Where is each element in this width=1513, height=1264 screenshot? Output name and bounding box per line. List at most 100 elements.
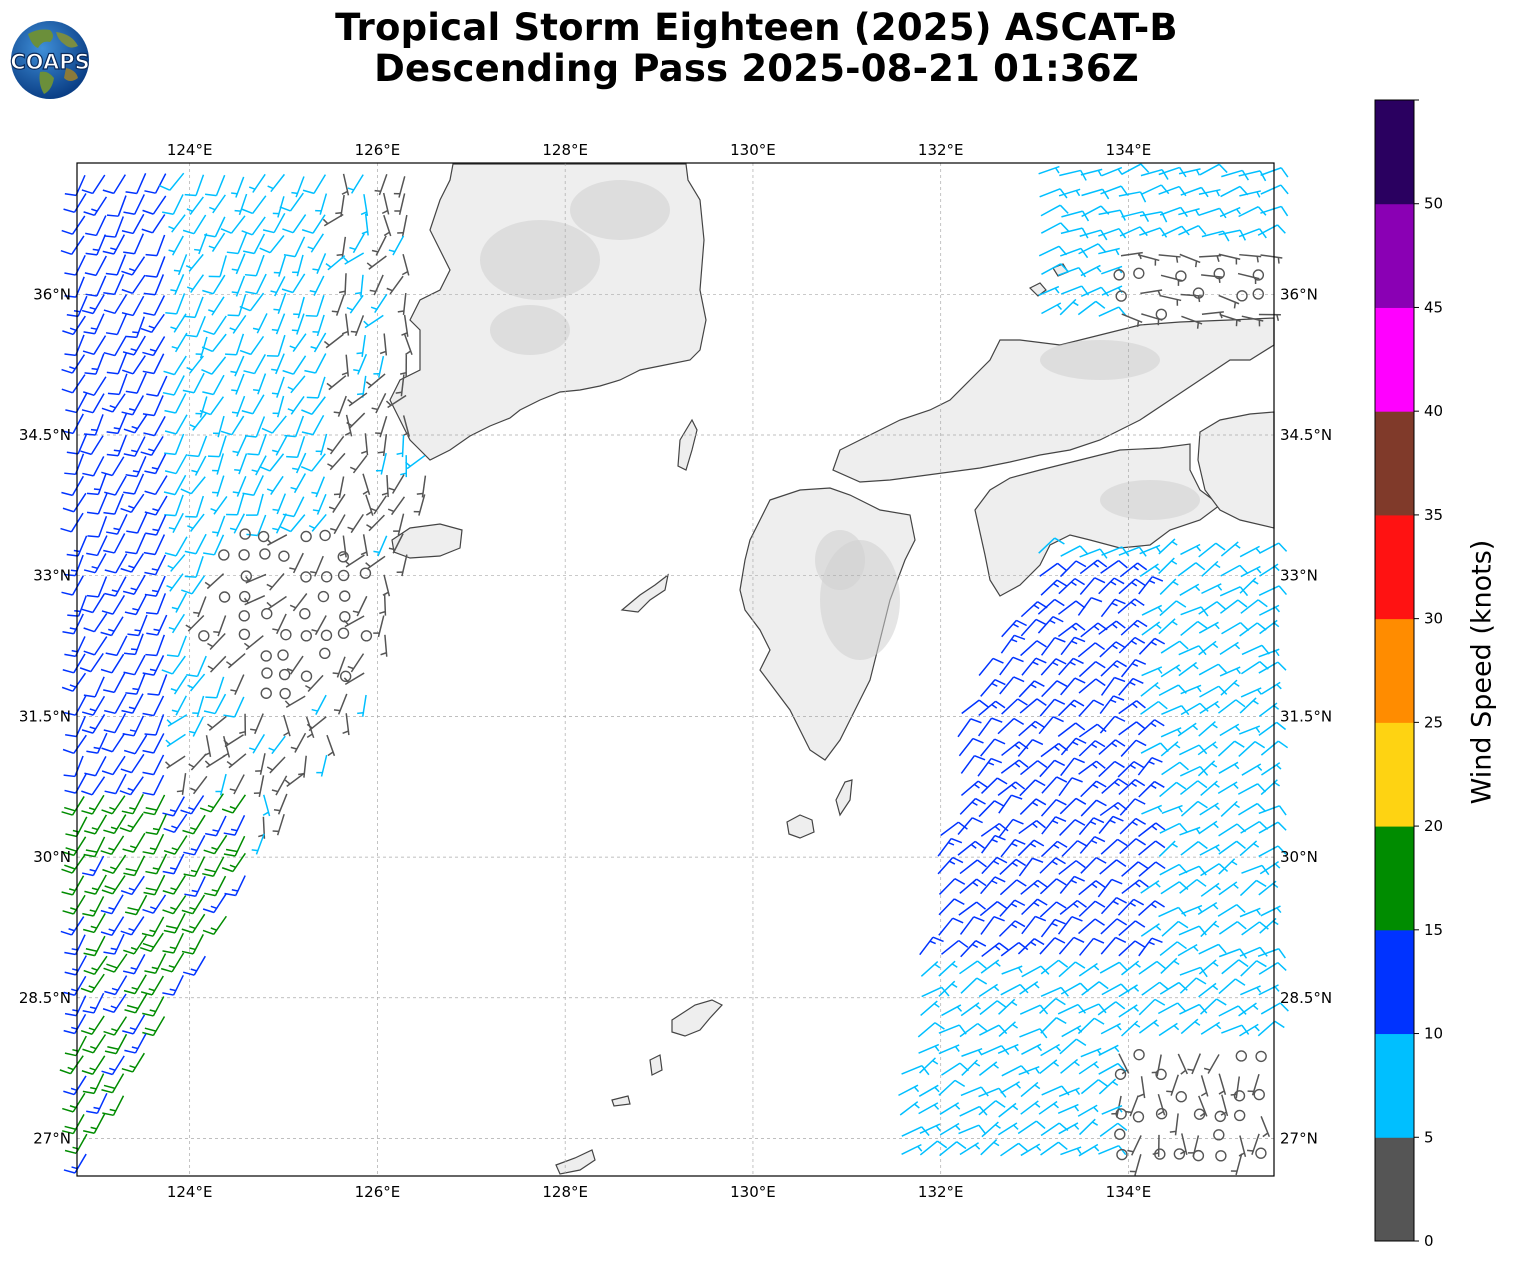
wind-barb [225, 333, 245, 356]
wind-barb [239, 292, 265, 312]
wind-barb [1059, 560, 1087, 578]
wind-barb [162, 895, 187, 915]
wind-barb [1260, 779, 1281, 796]
wind-barb [83, 636, 108, 656]
wind-barb [1099, 1122, 1128, 1137]
wind-barb [201, 356, 227, 375]
wind-barb [1260, 184, 1289, 195]
wind-barb [63, 1075, 87, 1096]
wind-barb [1157, 1002, 1187, 1015]
wind-barb [960, 1086, 989, 1097]
wind-barb [222, 736, 231, 758]
wind-barb [1039, 188, 1068, 199]
wind-barb [107, 373, 128, 396]
wind-barb [311, 615, 327, 636]
wind-barb [1019, 779, 1046, 797]
wind-barb [307, 233, 324, 253]
wind-barb [83, 553, 107, 574]
wind-barb [1221, 1024, 1250, 1035]
lat-tick-label: 30°N [33, 848, 71, 866]
coaps-logo: COAPS [10, 21, 90, 99]
wind-barb [1197, 741, 1218, 756]
wind-barb [309, 275, 325, 296]
wind-barb [310, 555, 324, 577]
wind-barb [1077, 642, 1106, 658]
wind-barb [164, 414, 188, 435]
wind-barb [183, 296, 204, 319]
wind-barb [332, 656, 346, 678]
wind-barb [273, 255, 287, 277]
wind-barb [1001, 698, 1028, 715]
calm-circle [300, 630, 313, 642]
map-title-line1: Tropical Storm Eighteen (2025) ASCAT-B [335, 6, 1178, 49]
wind-barb [1239, 879, 1267, 897]
wind-barb [61, 354, 86, 374]
wind-barb [1200, 920, 1220, 938]
wind-barb [272, 813, 285, 836]
calm-circle [319, 529, 331, 542]
wind-barb [1098, 815, 1124, 834]
wind-barb [1160, 664, 1182, 678]
wind-barb [247, 433, 267, 456]
wind-barb [1139, 544, 1161, 555]
wind-barb [64, 955, 87, 976]
wind-barb [1247, 1073, 1260, 1096]
wind-barb [1220, 564, 1249, 577]
wind-barb [326, 734, 336, 757]
wind-barb [284, 695, 306, 708]
wind-barb [1100, 559, 1128, 574]
wind-barb [273, 793, 288, 815]
wind-barb [1039, 901, 1067, 918]
wind-barb [1200, 863, 1229, 877]
wind-barb [1058, 1122, 1080, 1135]
wind-barb [957, 718, 982, 738]
wind-barb [1098, 1078, 1119, 1095]
wind-barb [959, 878, 987, 894]
wind-barb [405, 454, 426, 470]
wind-barb [301, 414, 325, 436]
wind-barb [104, 475, 127, 496]
lon-labels-bottom: 124°E 126°E 128°E 130°E 132°E 134°E [167, 1183, 1151, 1201]
wind-barb [81, 794, 105, 815]
wind-barb [1138, 900, 1165, 917]
calm-circle [1253, 1088, 1265, 1101]
wind-barb [1140, 923, 1162, 937]
wind-barb [1161, 804, 1183, 815]
wind-barb [998, 1021, 1019, 1038]
lat-tick-label: 34.5°N [19, 426, 71, 444]
wind-barb [1179, 977, 1207, 994]
wind-barb [186, 355, 204, 374]
wind-barb [289, 333, 307, 353]
wind-barb [920, 1000, 940, 1016]
wind-barb [1037, 598, 1065, 615]
wind-barb [1100, 185, 1129, 196]
wind-barb [1059, 819, 1086, 836]
wind-barb [145, 256, 166, 278]
wind-barb [1238, 802, 1267, 816]
wind-barb [1201, 560, 1221, 577]
land-13 [620, 573, 669, 613]
wind-barb [960, 977, 988, 994]
wind-barb [1060, 1058, 1080, 1074]
wind-barb [82, 335, 107, 356]
wind-barb [300, 453, 326, 472]
wind-barb [202, 274, 226, 295]
wind-barb [1219, 206, 1241, 218]
wind-barb [1218, 294, 1240, 309]
wind-barb [61, 672, 87, 692]
wind-barb [61, 875, 85, 896]
wind-barb [312, 314, 325, 337]
wind-barb [1001, 619, 1027, 638]
calm-circle [278, 550, 290, 562]
wind-barb [1221, 169, 1250, 181]
wind-barb [1040, 204, 1069, 217]
wind-barb [1121, 879, 1149, 895]
wind-barb [1040, 658, 1067, 676]
wind-barb [1247, 1133, 1260, 1155]
wind-barb [143, 874, 166, 896]
wind-barb [123, 194, 145, 215]
wind-barb [1039, 878, 1067, 895]
wind-barb [938, 960, 958, 977]
calm-circle [1192, 1149, 1205, 1162]
calm-circle [239, 590, 251, 603]
